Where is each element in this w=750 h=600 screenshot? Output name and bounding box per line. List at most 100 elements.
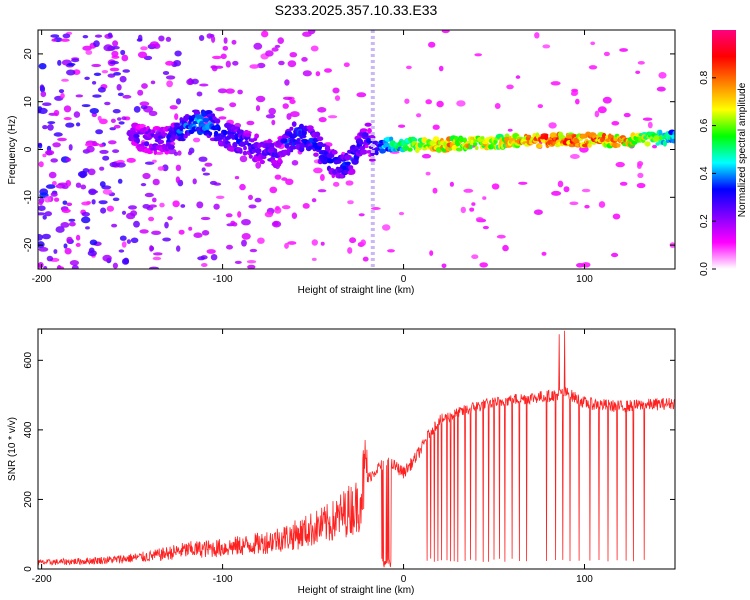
signal-blob — [326, 158, 334, 164]
noise-speckle — [38, 161, 44, 168]
noise-speckle — [310, 45, 319, 52]
signal-blob — [344, 154, 352, 161]
noise-speckle — [198, 35, 205, 41]
noise-speckle — [38, 262, 44, 268]
noise-speckle — [264, 211, 274, 218]
noise-speckle — [140, 46, 148, 51]
noise-speckle — [231, 39, 237, 45]
signal-blob — [359, 149, 368, 155]
noise-speckle — [441, 30, 450, 34]
noise-speckle — [175, 176, 181, 184]
noise-speckle — [406, 65, 412, 70]
noise-speckle — [404, 98, 410, 104]
noise-speckle — [122, 69, 130, 73]
noise-speckle — [201, 230, 210, 236]
noise-speckle — [67, 62, 76, 66]
noise-speckle — [656, 86, 666, 92]
noise-speckle — [159, 202, 165, 208]
snr-y-ticks: 0 200 400 600 — [23, 352, 675, 572]
noise-speckle — [597, 106, 607, 114]
x-tick-label: -100 — [213, 274, 233, 285]
noise-speckle — [61, 208, 71, 213]
signal-blob — [243, 145, 247, 151]
spectrogram-x-ticks: -200 -100 0 100 — [32, 30, 593, 285]
noise-speckle — [177, 150, 182, 156]
noise-speckle — [137, 51, 148, 59]
signal-blob — [348, 168, 356, 175]
noise-speckle — [152, 197, 157, 203]
y-tick-label: 200 — [23, 491, 34, 508]
noise-speckle — [92, 142, 100, 147]
spectrogram-y-ticks: -20 -10 0 10 20 — [23, 48, 675, 252]
signal-blob — [616, 143, 621, 148]
noise-speckle — [652, 144, 657, 149]
noise-speckle — [247, 264, 256, 269]
noise-speckle — [356, 92, 367, 98]
noise-speckle — [99, 143, 104, 148]
signal-blob — [407, 147, 413, 152]
noise-speckle — [151, 230, 162, 235]
noise-speckle — [571, 88, 579, 93]
noise-speckle — [615, 161, 625, 168]
noise-speckle — [116, 162, 126, 168]
noise-speckle — [590, 41, 596, 46]
signal-blob — [644, 141, 651, 147]
signal-blob — [455, 147, 463, 152]
y-tick-label: 600 — [23, 352, 34, 369]
noise-speckle — [172, 200, 180, 208]
signal-blob — [474, 146, 479, 150]
x-tick-label: 0 — [401, 574, 407, 585]
noise-speckle — [165, 75, 176, 80]
signal-blob — [603, 143, 608, 148]
noise-speckle — [107, 32, 113, 38]
noise-speckle — [425, 171, 431, 176]
signal-blob — [208, 131, 213, 137]
noise-speckle — [619, 181, 628, 186]
noise-speckle — [60, 38, 70, 42]
noise-speckle — [619, 48, 628, 52]
noise-speckle — [92, 94, 102, 98]
noise-speckle — [232, 60, 239, 66]
noise-speckle — [432, 124, 440, 130]
noise-speckle — [38, 234, 43, 241]
noise-speckle — [148, 216, 155, 222]
noise-speckle — [39, 84, 45, 90]
noise-speckle — [456, 100, 466, 107]
signal-blob — [135, 137, 140, 144]
noise-speckle — [149, 266, 159, 269]
noise-speckle — [343, 62, 350, 67]
x-tick-label: -200 — [32, 274, 52, 285]
noise-speckle — [215, 195, 225, 199]
noise-speckle — [42, 153, 47, 158]
noise-speckle — [327, 115, 338, 119]
noise-speckle — [77, 170, 88, 178]
noise-speckle — [594, 110, 600, 118]
y-tick-label: 0 — [23, 146, 34, 152]
noise-speckle — [550, 81, 561, 86]
noise-speckle — [268, 107, 277, 115]
colorbar-tick-label: 0.6 — [699, 118, 710, 132]
noise-speckle — [38, 212, 46, 216]
signal-blob — [217, 126, 221, 132]
noise-speckle — [239, 155, 248, 163]
signal-blob — [544, 134, 549, 141]
noise-speckle — [302, 203, 310, 209]
noise-speckle — [491, 183, 500, 190]
signal-blob — [289, 126, 294, 131]
noise-speckle — [121, 210, 127, 215]
noise-speckle — [152, 178, 160, 186]
noise-speckle — [278, 60, 285, 66]
noise-speckle — [482, 196, 487, 200]
noise-speckle — [60, 92, 65, 99]
noise-speckle — [193, 232, 203, 238]
signal-blob — [277, 157, 282, 163]
signal-blob — [244, 140, 249, 145]
signal-blob — [254, 147, 262, 154]
noise-speckle — [518, 181, 528, 185]
noise-speckle — [180, 204, 186, 208]
signal-blob — [472, 142, 478, 146]
signal-blob — [232, 141, 238, 148]
noise-speckle — [53, 249, 58, 254]
